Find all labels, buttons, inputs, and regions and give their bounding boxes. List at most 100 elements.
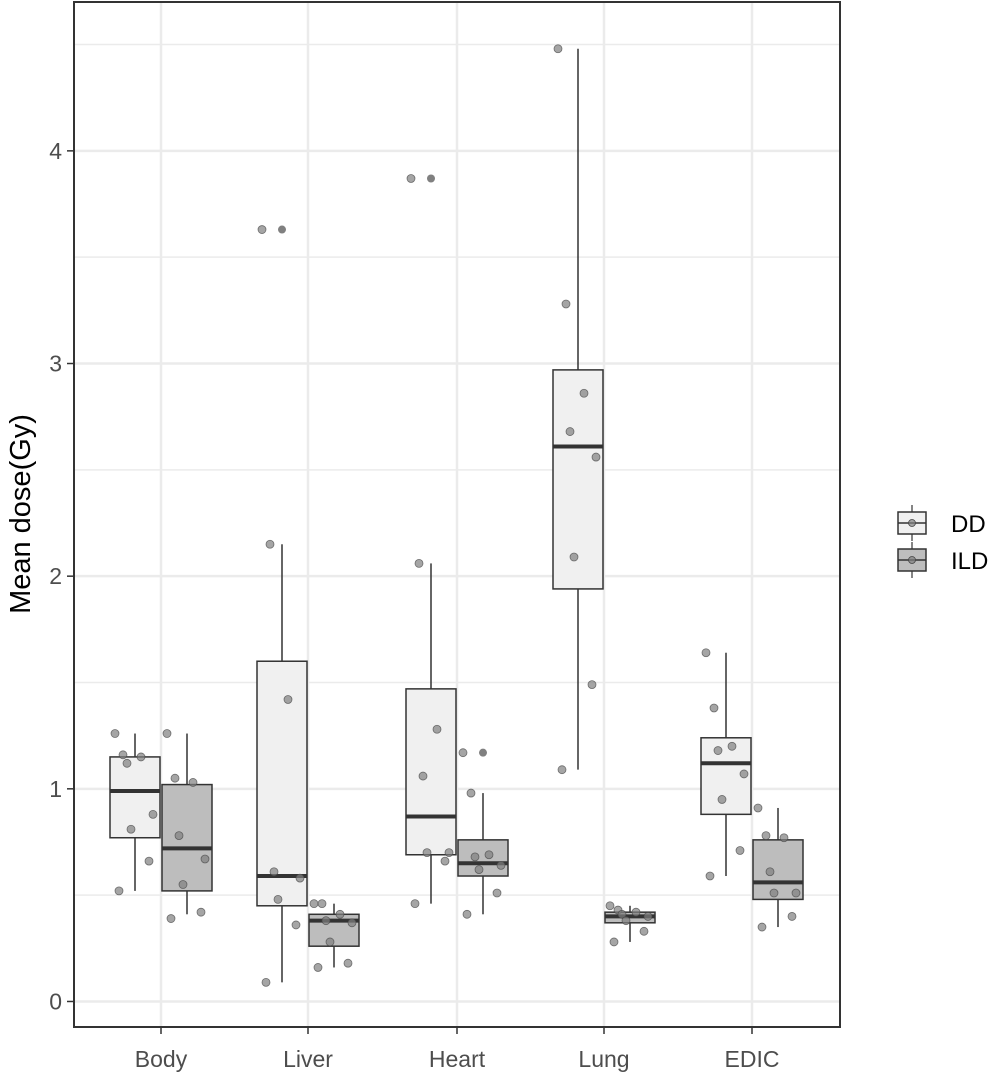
- data-point: [470, 852, 480, 862]
- data-point: [122, 758, 132, 768]
- data-point: [410, 899, 420, 909]
- data-point: [422, 848, 432, 858]
- x-tick-label: Body: [135, 1046, 188, 1072]
- data-point: [200, 854, 210, 864]
- data-point: [317, 899, 327, 909]
- box-ild-body: [161, 783, 213, 892]
- data-point: [753, 803, 763, 813]
- data-point: [605, 901, 615, 911]
- data-point: [432, 724, 442, 734]
- data-point: [735, 846, 745, 855]
- data-point: [309, 899, 319, 909]
- data-point: [114, 886, 124, 896]
- data-point: [321, 916, 331, 926]
- data-point: [787, 912, 797, 921]
- data-point: [136, 752, 146, 762]
- data-point: [791, 888, 801, 898]
- data-point: [705, 871, 715, 881]
- outlier-point: [278, 225, 286, 234]
- data-point: [174, 831, 184, 841]
- data-point: [569, 552, 579, 562]
- x-tick-label: Lung: [578, 1046, 629, 1072]
- data-point: [148, 809, 158, 819]
- data-point: [414, 559, 424, 568]
- y-tick-label: 2: [49, 563, 62, 589]
- box-dd-liver: [256, 660, 308, 907]
- data-point: [496, 860, 506, 870]
- y-axis-title: Mean dose(Gy): [5, 414, 37, 614]
- data-point: [325, 937, 335, 947]
- data-point: [295, 873, 305, 883]
- data-point: [458, 748, 468, 758]
- data-point: [565, 427, 575, 436]
- data-point: [126, 824, 136, 834]
- data-point: [621, 916, 631, 926]
- data-point: [269, 867, 279, 877]
- data-point: [474, 865, 484, 875]
- data-point: [196, 907, 206, 917]
- data-point: [709, 703, 719, 713]
- y-tick-label: 3: [49, 351, 62, 377]
- y-tick-label: 1: [49, 776, 62, 802]
- data-point: [717, 795, 727, 804]
- data-point: [591, 452, 601, 462]
- data-point: [557, 765, 567, 775]
- data-point: [631, 907, 641, 917]
- legend-key-point: [908, 519, 916, 527]
- boxes: [109, 48, 804, 983]
- data-point: [643, 912, 653, 921]
- data-point: [553, 44, 563, 54]
- data-point: [779, 833, 789, 843]
- data-point: [639, 926, 649, 936]
- data-point: [484, 850, 494, 860]
- data-point: [273, 895, 283, 904]
- data-point: [170, 773, 180, 783]
- data-point: [257, 225, 267, 234]
- data-point: [765, 867, 775, 877]
- x-tick-label: Liver: [283, 1046, 333, 1072]
- data-point: [492, 888, 502, 898]
- data-point: [291, 920, 301, 930]
- data-point: [609, 937, 619, 947]
- box-dd-lung: [552, 369, 604, 590]
- legend-label-ild: ILD: [951, 548, 988, 575]
- data-point: [587, 680, 597, 690]
- data-point: [769, 888, 779, 898]
- data-point: [313, 963, 323, 972]
- data-point: [347, 918, 357, 928]
- data-point: [466, 788, 476, 798]
- data-point: [444, 848, 454, 858]
- jitter-points: [110, 44, 801, 987]
- gridlines: [74, 2, 840, 1027]
- data-point: [440, 856, 450, 866]
- data-point: [761, 831, 771, 841]
- data-point: [406, 174, 416, 183]
- box-dd-body: [109, 756, 161, 839]
- data-point: [166, 914, 176, 923]
- data-point: [162, 729, 172, 738]
- outlier-point: [427, 174, 435, 183]
- x-tick-label: Heart: [429, 1046, 486, 1072]
- y-tick-label: 0: [49, 988, 62, 1014]
- data-point: [579, 388, 589, 398]
- data-point: [283, 695, 293, 704]
- data-point: [261, 977, 271, 987]
- legend-key-point: [908, 556, 916, 564]
- data-point: [178, 880, 188, 889]
- legend-label-dd: DD: [951, 511, 986, 538]
- data-point: [462, 909, 472, 919]
- data-point: [110, 729, 120, 738]
- data-point: [335, 909, 345, 919]
- data-point: [727, 741, 737, 751]
- data-point: [713, 746, 723, 755]
- legend: DD ILD: [897, 505, 988, 578]
- data-point: [188, 778, 198, 787]
- data-point: [617, 909, 627, 919]
- data-point: [118, 750, 128, 760]
- data-point: [343, 958, 353, 968]
- data-point: [418, 771, 428, 781]
- data-point: [144, 856, 154, 866]
- data-point: [757, 922, 767, 932]
- x-tick-label: EDIC: [725, 1046, 780, 1072]
